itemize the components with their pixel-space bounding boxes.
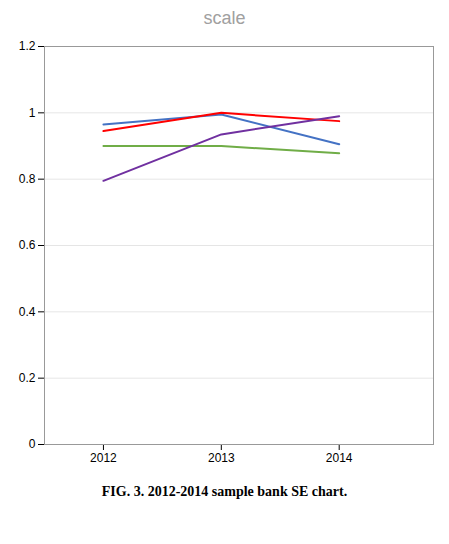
html-text:FIG. 3. 2012-2014 sample bank: FIG. 3. 2012-2014 sample bank SE chart.	[101, 484, 348, 499]
svg-text:0.4: 0.4	[19, 305, 36, 319]
svg-text:0.2: 0.2	[19, 371, 36, 385]
html-text:scale: scale	[203, 8, 246, 28]
svg-text:0: 0	[29, 437, 36, 451]
svg-text:2014: 2014	[326, 451, 353, 465]
svg-text:2013: 2013	[208, 451, 235, 465]
svg-text:1: 1	[29, 106, 36, 120]
svg-text:2012: 2012	[90, 451, 117, 465]
svg-text:0.8: 0.8	[19, 172, 36, 186]
svg-text:1.2: 1.2	[19, 39, 36, 53]
svg-text:0.6: 0.6	[19, 238, 36, 252]
